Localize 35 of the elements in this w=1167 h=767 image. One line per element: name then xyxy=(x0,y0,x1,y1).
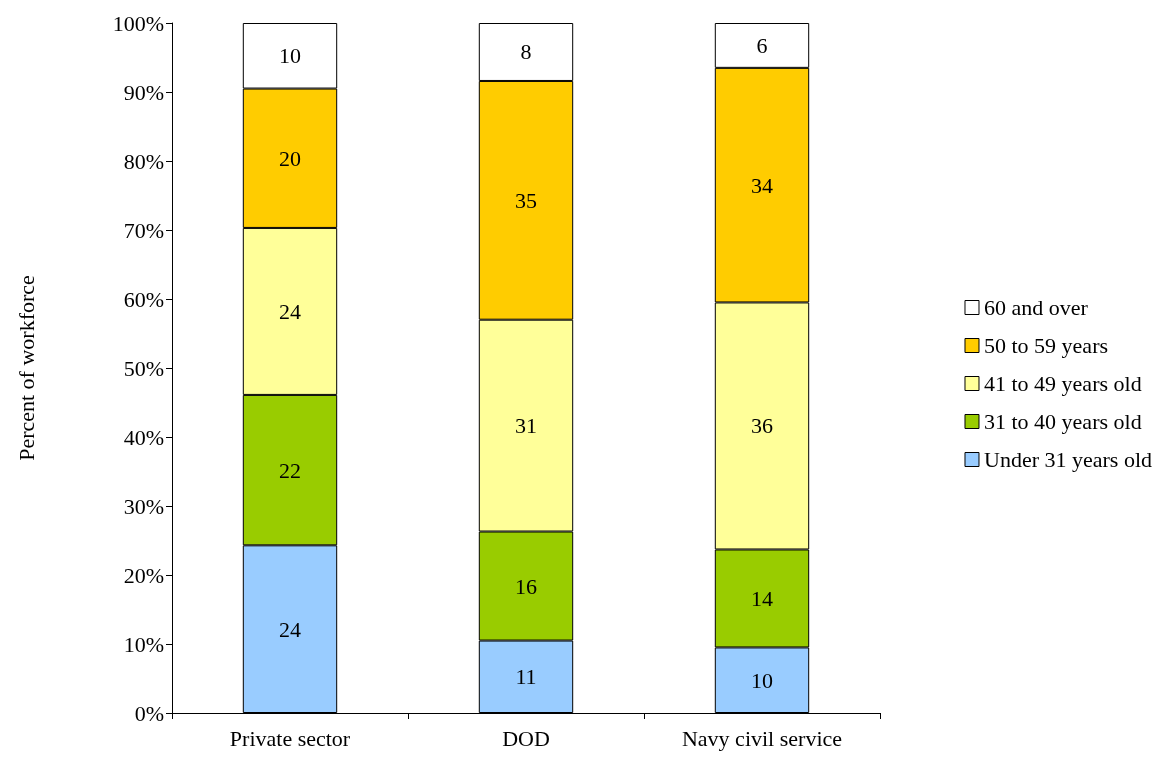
y-tick-label: 0% xyxy=(134,700,164,726)
y-tick-label: 90% xyxy=(123,79,164,105)
legend-label: 41 to 49 years old xyxy=(983,371,1142,396)
data-label: 14 xyxy=(751,585,773,611)
x-tick-label: DOD xyxy=(502,725,550,751)
y-tick-label: 70% xyxy=(123,217,164,243)
data-label: 31 xyxy=(515,413,537,439)
legend-label: 60 and over xyxy=(983,295,1089,320)
y-tick-label: 20% xyxy=(123,562,164,588)
data-label: 20 xyxy=(279,145,301,171)
data-label: 10 xyxy=(279,43,301,69)
data-label: 34 xyxy=(751,172,773,198)
data-label: 11 xyxy=(515,664,537,690)
data-label: 6 xyxy=(756,32,768,58)
legend-label: 50 to 59 years xyxy=(983,333,1109,358)
y-axis-title: Percent of workforce xyxy=(13,275,39,461)
y-tick-label: 10% xyxy=(123,631,164,657)
y-tick-label: 40% xyxy=(123,424,164,450)
y-tick-label: 60% xyxy=(123,286,164,312)
y-tick-label: 30% xyxy=(123,493,164,519)
legend-label: 31 to 40 years old xyxy=(983,409,1142,434)
data-label: 8 xyxy=(520,39,532,65)
y-tick-label: 50% xyxy=(123,355,164,381)
data-label: 35 xyxy=(515,187,537,213)
data-label: 24 xyxy=(279,616,301,642)
y-tick-label: 80% xyxy=(123,148,164,174)
data-label: 36 xyxy=(751,413,773,439)
data-label: 10 xyxy=(751,667,773,693)
x-tick-label: Private sector xyxy=(229,725,351,751)
legend-label: Under 31 years old xyxy=(983,447,1153,472)
data-label: 16 xyxy=(515,573,537,599)
data-label: 24 xyxy=(279,298,301,324)
data-label: 22 xyxy=(279,457,301,483)
y-tick-label: 100% xyxy=(112,10,164,36)
x-tick-label: Navy civil service xyxy=(681,725,843,751)
